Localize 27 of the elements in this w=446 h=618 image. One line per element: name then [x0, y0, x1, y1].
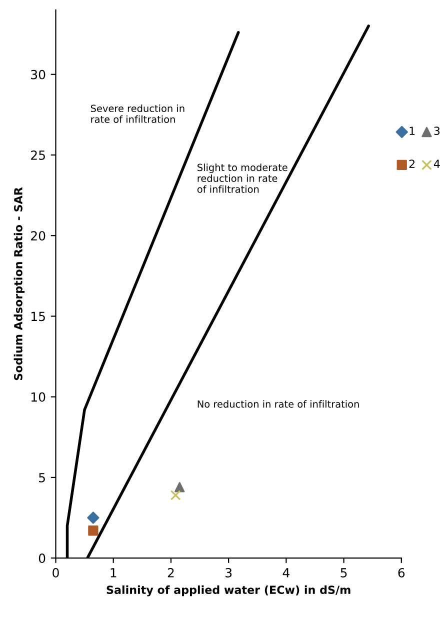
x-tick-label: 5: [340, 568, 347, 578]
y-tick-label: 30: [31, 70, 46, 80]
x-axis-title: Salinity of applied water (ECw) in dS/m: [106, 585, 350, 596]
point: [87, 512, 100, 524]
y-tick-label: 15: [31, 312, 45, 322]
legend-label: 3: [434, 126, 440, 136]
y-tick-label: 25: [31, 150, 45, 160]
x-tick-label: 4: [282, 568, 290, 578]
annotation: Severe reduction in rate of infiltration: [90, 104, 184, 123]
point: [88, 526, 98, 536]
legend-label: 2: [409, 160, 414, 168]
y-tick-label: 20: [31, 231, 46, 241]
x-tick-label: 1: [110, 568, 116, 578]
x-tick-label: 0: [52, 568, 59, 578]
x-tick-label: 3: [226, 568, 232, 578]
annotation: Slight to moderate reduction in rate of infiltration: [197, 164, 288, 193]
y-tick-label: 10: [31, 392, 46, 402]
y-axis-title: Sodium Adsorption Ratio - SAR: [14, 187, 25, 380]
annotation: No reduction in rate of infiltration: [198, 400, 359, 408]
x-tick-label: 6: [398, 568, 405, 578]
y-tick-label: 0: [38, 554, 46, 563]
legend-label: 1: [410, 126, 415, 135]
point: [170, 490, 181, 500]
y-tick-label: 5: [39, 473, 45, 482]
legend-label: 4: [434, 160, 440, 168]
x-tick-label: 2: [168, 568, 174, 578]
point: [174, 482, 185, 492]
